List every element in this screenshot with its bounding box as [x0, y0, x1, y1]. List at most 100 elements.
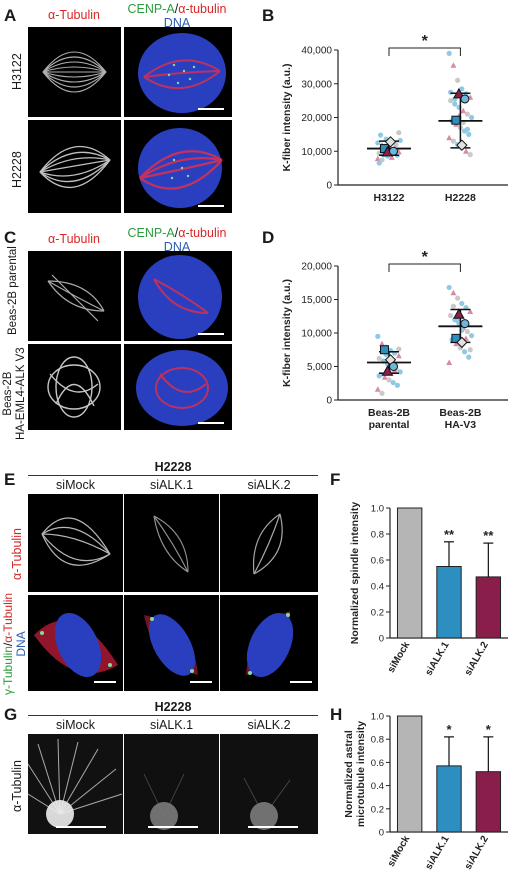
data-point: [446, 359, 453, 365]
y-tick-label: 20,000: [301, 262, 332, 273]
panel-a-row1-label: H3122: [10, 53, 24, 90]
chart-b: 0 10,000 20,000 30,000 40,000 K-fiber intensi…: [268, 20, 518, 220]
panel-e-row2-label: γ-Tubulin/α-Tubulin DNA: [1, 592, 28, 695]
y-tick-label: 0.6: [371, 556, 384, 567]
data-point: [453, 340, 460, 347]
data-point: [374, 386, 381, 392]
data-point: [450, 138, 456, 144]
micrograph-e-sialk1-tubulin: [124, 494, 219, 592]
chart-f: 0 0.2 0.4 0.6 0.8 1.0 Normalized spindle inten…: [328, 470, 518, 695]
scale-bar: [198, 333, 224, 335]
row-label-line1: Beas-2B: [2, 371, 14, 416]
data-point: [464, 329, 470, 335]
scale-bar: [290, 681, 312, 683]
panel-e-col3: siALK.2: [247, 478, 291, 492]
y-axis-label: microtubule intensity: [355, 721, 367, 827]
micrograph-e-simock-tubulin: [28, 494, 123, 592]
micrograph-c-v3-merge: [124, 344, 232, 430]
significance-star: *: [422, 33, 429, 50]
x-tick-label: Beas-2B: [439, 407, 481, 419]
significance-marker: **: [444, 527, 455, 542]
data-point: [388, 154, 395, 160]
micrograph-g-sialk1: [124, 734, 219, 834]
replicate-mean: [389, 362, 398, 371]
y-tick-label: 0.4: [371, 582, 384, 593]
panel-e-col2: siALK.1: [149, 478, 194, 492]
scale-bar: [190, 681, 212, 683]
scale-bar: [198, 205, 224, 207]
bar: [475, 771, 502, 833]
replicate-mean: [456, 139, 468, 151]
cenpa-label: CENP-A: [127, 2, 175, 16]
y-tick-label: 40,000: [301, 46, 332, 57]
significance-bracket: [388, 263, 461, 272]
panel-label-b: B: [262, 6, 275, 25]
data-point: [463, 148, 469, 154]
x-tick-label: siALK.2: [463, 640, 491, 678]
y-tick-label: 5,000: [307, 362, 332, 373]
x-tick-label: H2228: [445, 192, 476, 204]
x-tick-label: Beas-2B: [368, 407, 410, 419]
y-tick-label: 10,000: [301, 329, 332, 340]
bar: [396, 507, 423, 639]
y-tick-label: 0.2: [371, 804, 384, 815]
scale-bar: [94, 681, 116, 683]
replicate-mean: [451, 333, 461, 343]
data-point: [376, 355, 382, 362]
alpha-tubulin-label: α-Tubulin: [1, 592, 15, 643]
data-point: [459, 86, 465, 92]
data-point: [452, 101, 458, 107]
y-tick-label: 1.0: [371, 504, 384, 515]
tubulin-label: α-tubulin: [178, 2, 227, 16]
x-tick-label: parental: [369, 419, 410, 431]
y-tick-label: 0: [379, 828, 384, 839]
panel-g-row1-label: α-Tubulin: [10, 760, 24, 812]
x-tick-label: siALK.1: [423, 834, 451, 872]
data-point: [450, 303, 456, 309]
data-point: [462, 349, 468, 355]
data-point: [466, 354, 472, 360]
micrograph-a-h2228-merge: [124, 120, 232, 213]
panel-label-a: A: [4, 6, 17, 25]
row-label-line2: HA-EML4-ALK V3: [15, 347, 27, 440]
y-axis-label: Normalized spindle intensity: [349, 502, 361, 645]
separator: /: [1, 642, 15, 647]
data-point: [446, 50, 452, 56]
x-tick-label: siMock: [386, 640, 413, 675]
x-tick-label: siMock: [386, 834, 413, 869]
scale-bar: [198, 422, 224, 424]
data-point: [467, 152, 473, 158]
data-point: [390, 379, 396, 386]
separator: /: [174, 226, 179, 240]
data-point: [467, 347, 473, 353]
micrograph-a-h3122-tubulin: [28, 27, 121, 117]
panel-label-c: C: [4, 228, 17, 247]
panel-e-title: H2228: [154, 460, 192, 474]
y-tick-label: 15,000: [301, 295, 332, 306]
chart-d: 0 5,000 10,000 15,000 20,000 K-fiber intensit…: [268, 244, 518, 462]
micrograph-c-v3-tubulin: [28, 344, 121, 430]
data-point: [396, 346, 402, 352]
replicate-mean: [381, 365, 394, 376]
data-point: [469, 114, 475, 121]
significance-marker: *: [446, 722, 452, 737]
data-point: [446, 134, 453, 141]
tubulin-label: α-tubulin: [178, 226, 227, 240]
panel-label-g: G: [4, 705, 18, 724]
replicate-mean: [453, 308, 465, 319]
separator: /: [174, 2, 179, 16]
scale-bar: [248, 826, 298, 828]
bar: [436, 765, 462, 833]
replicate-mean: [456, 336, 468, 349]
data-point: [374, 155, 381, 162]
data-point: [448, 312, 454, 319]
scale-bar: [148, 826, 198, 828]
y-tick-label: 0.4: [371, 781, 384, 792]
gamma-tubulin-label: γ-Tubulin: [1, 646, 15, 695]
y-axis-label: K-fiber intensity (a.u.): [281, 279, 293, 387]
significance-marker: *: [486, 722, 492, 737]
data-point: [455, 295, 461, 301]
micrograph-e-sialk2-tubulin: [220, 494, 318, 592]
data-point: [379, 390, 385, 396]
y-tick-label: 0.2: [371, 608, 384, 619]
